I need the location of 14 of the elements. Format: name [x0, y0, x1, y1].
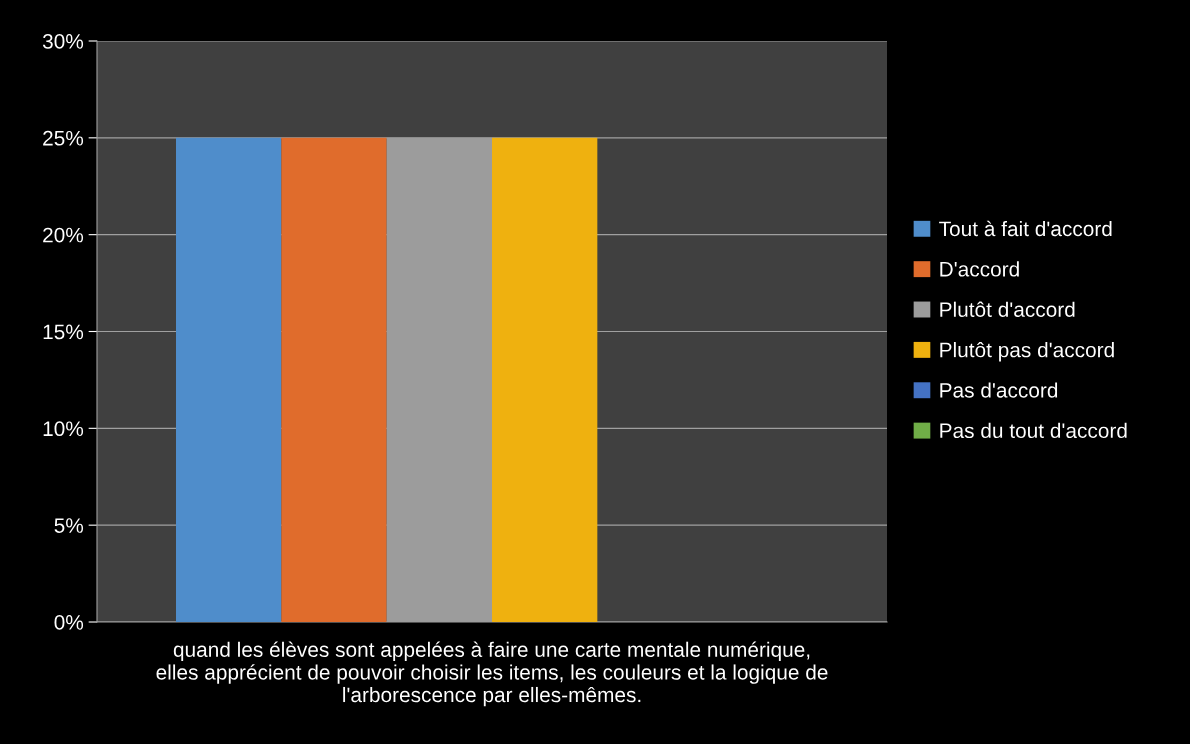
- y-tick-label: 30%: [42, 34, 84, 49]
- legend-label: Tout à fait d'accord: [939, 220, 1112, 237]
- legend-label: Pas du tout d'accord: [940, 422, 1127, 439]
- legend-label: Plutôt pas d'accord: [940, 341, 1114, 362]
- y-tick-label: 25%: [43, 130, 84, 146]
- x-tick-label: quand les élèves sont appelées à faire une carte mentale numérique, elles apprécient de pouvoir choisir les items, les couleurs et la logique de l'arborescence par elles-mêmes.: [156, 641, 828, 707]
- y-tick-label: 10%: [43, 421, 84, 437]
- legend-label: Plutôt d'accord: [940, 301, 1075, 317]
- y-tick-label: 0%: [54, 615, 84, 630]
- y-tick-label: 20%: [43, 227, 84, 243]
- y-tick-label: 5%: [54, 518, 84, 533]
- y-tick-label: 15%: [43, 324, 84, 340]
- legend-label: Pas d'accord: [940, 382, 1058, 398]
- legend-label: D'accord: [940, 261, 1019, 277]
